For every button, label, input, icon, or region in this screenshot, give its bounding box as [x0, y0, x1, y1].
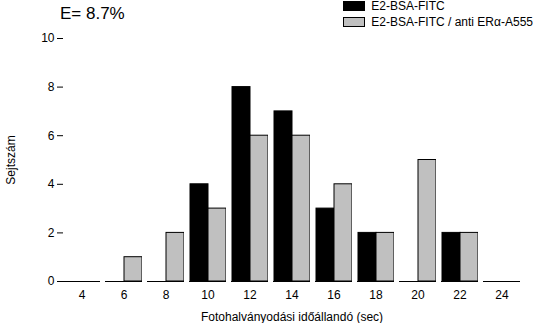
html-text:E= 8.7%: E= 8.7%: [60, 4, 125, 23]
svg-text:22: 22: [453, 288, 467, 302]
html-text:E2-BSA-FITC: E2-BSA-FITC: [371, 0, 445, 13]
svg-text:14: 14: [285, 288, 299, 302]
svg-text:4: 4: [79, 288, 86, 302]
html-text:E2-BSA-FITC / anti ERα-A555: E2-BSA-FITC / anti ERα-A555: [371, 15, 533, 29]
svg-text:6: 6: [48, 129, 55, 143]
svg-text:20: 20: [411, 288, 425, 302]
svg-text:10: 10: [201, 288, 215, 302]
svg-text:16: 16: [327, 288, 341, 302]
svg-text:8: 8: [163, 288, 170, 302]
svg-text:12: 12: [243, 288, 257, 302]
svg-text:Fotohalványodási időállandó (s: Fotohalványodási időállandó (sec): [201, 310, 383, 324]
svg-text:Sejtszám: Sejtszám: [4, 135, 18, 184]
svg-text:10: 10: [41, 31, 55, 45]
svg-text:18: 18: [369, 288, 383, 302]
svg-text:4: 4: [48, 177, 55, 191]
svg-text:6: 6: [121, 288, 128, 302]
svg-text:24: 24: [495, 288, 509, 302]
svg-text:0: 0: [48, 274, 55, 288]
svg-text:8: 8: [48, 80, 55, 94]
svg-text:2: 2: [48, 226, 55, 240]
